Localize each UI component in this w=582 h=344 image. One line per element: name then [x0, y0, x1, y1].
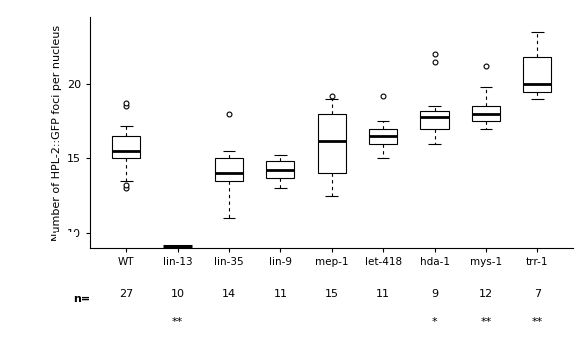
Bar	[318, 114, 346, 173]
Bar	[420, 111, 449, 129]
Bar	[112, 136, 140, 159]
Text: 7: 7	[534, 289, 541, 299]
Text: 10: 10	[171, 289, 184, 299]
Text: *: *	[432, 317, 437, 327]
Text: 15: 15	[325, 289, 339, 299]
Y-axis label: Number of HPL-2::GFP foci per nucleus: Number of HPL-2::GFP foci per nucleus	[51, 24, 62, 240]
Text: //: //	[60, 235, 68, 245]
Text: 12: 12	[479, 289, 493, 299]
Text: 14: 14	[222, 289, 236, 299]
Text: 27: 27	[119, 289, 133, 299]
Bar	[56, 232, 76, 244]
Text: **: **	[480, 317, 492, 327]
Text: n=: n=	[73, 294, 90, 304]
Text: **: **	[172, 317, 183, 327]
Bar	[472, 106, 500, 121]
Text: 11: 11	[376, 289, 390, 299]
Text: **: **	[532, 317, 543, 327]
Bar	[369, 129, 398, 143]
Bar	[523, 57, 551, 92]
Text: 11: 11	[274, 289, 288, 299]
Bar	[215, 159, 243, 181]
Bar	[266, 161, 294, 178]
Text: 9: 9	[431, 289, 438, 299]
